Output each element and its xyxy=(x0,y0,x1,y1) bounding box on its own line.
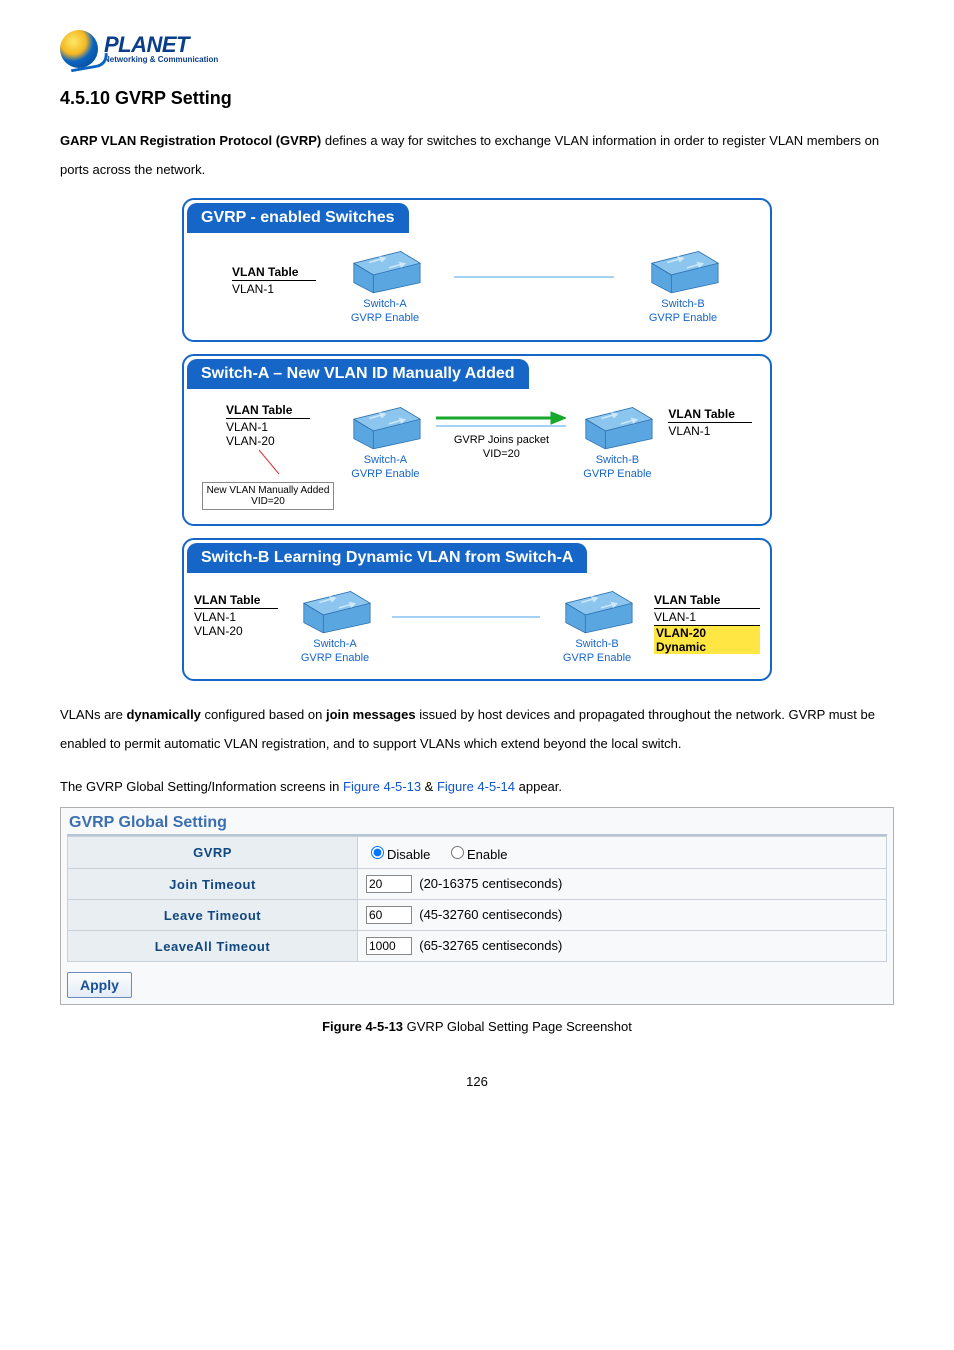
packet-arrow xyxy=(436,403,566,433)
vlan-table-header: VLAN Table xyxy=(226,403,310,419)
vlan-table-header: VLAN Table xyxy=(232,265,316,281)
fig-ref-2[interactable]: Figure 4-5-14 xyxy=(437,779,515,794)
join-hint: (20-16375 centiseconds) xyxy=(419,876,562,891)
vlan-dynamic-row: VLAN-20 Dynamic xyxy=(654,626,760,654)
vlan-row: VLAN-20 xyxy=(194,624,278,638)
link-line xyxy=(392,587,540,647)
vlan-table-header: VLAN Table xyxy=(654,593,760,609)
panel2-title: Switch-A – New VLAN ID Manually Added xyxy=(187,359,529,389)
panel2-right-table: VLAN Table VLAN-1 xyxy=(668,407,752,438)
panel3-left-table: VLAN Table VLAN-1 VLAN-20 xyxy=(194,593,278,638)
radio-enable[interactable] xyxy=(451,846,464,859)
paragraph-2: VLANs are dynamically configured based o… xyxy=(60,701,894,758)
row-leaveall-label: LeaveAll Timeout xyxy=(68,931,358,962)
vlan-table-header: VLAN Table xyxy=(668,407,752,423)
leaveall-hint: (65-32765 centiseconds) xyxy=(419,938,562,953)
red-pointer xyxy=(253,448,283,476)
row-gvrp-label: GVRP xyxy=(68,837,358,869)
link-line xyxy=(454,247,614,307)
gvrp-disable-option[interactable]: Disable xyxy=(366,847,430,862)
brand-name: PLANET xyxy=(104,34,218,56)
manual-add-note: New VLAN Manually Added VID=20 xyxy=(202,482,335,510)
packet-label-top: GVRP Joins packet xyxy=(454,434,549,446)
row-join-label: Join Timeout xyxy=(68,869,358,900)
radio-disable[interactable] xyxy=(371,846,384,859)
figure-caption: Figure 4-5-13 GVRP Global Setting Page S… xyxy=(60,1019,894,1034)
switch-name: Switch-A xyxy=(363,298,406,310)
panel1-left-table: VLAN Table VLAN-1 xyxy=(232,265,316,296)
gvrp-enable-option[interactable]: Enable xyxy=(446,847,507,862)
switch-icon xyxy=(346,403,424,451)
switch-icon xyxy=(558,587,636,635)
vlan-row: VLAN-1 xyxy=(226,420,310,434)
brand-tagline: Networking & Communication xyxy=(104,56,218,64)
diagram-panel-3: Switch-B Learning Dynamic VLAN from Swit… xyxy=(182,538,772,682)
switch-name: Switch-B xyxy=(661,298,704,310)
switch-name: Switch-B xyxy=(596,454,639,466)
vlan-row: VLAN-1 xyxy=(668,424,752,438)
switch-sub: GVRP Enable xyxy=(351,468,419,480)
switch-sub: GVRP Enable xyxy=(301,652,369,664)
panel2-left-table: VLAN Table VLAN-1 VLAN-20 xyxy=(226,403,310,448)
switch-b-col: Switch-B GVRP Enable xyxy=(578,403,656,482)
leave-hint: (45-32760 centiseconds) xyxy=(419,907,562,922)
join-timeout-input[interactable] xyxy=(366,875,412,893)
panel3-right-table: VLAN Table VLAN-1 VLAN-20 Dynamic xyxy=(654,593,760,654)
leave-timeout-input[interactable] xyxy=(366,906,412,924)
packet-label-bot: VID=20 xyxy=(483,448,520,460)
apply-button[interactable]: Apply xyxy=(67,972,132,998)
switch-icon xyxy=(296,587,374,635)
section-heading: 4.5.10 GVRP Setting xyxy=(60,88,894,109)
intro-paragraph: GARP VLAN Registration Protocol (GVRP) d… xyxy=(60,127,894,184)
switch-sub: GVRP Enable xyxy=(563,652,631,664)
vlan-table-header: VLAN Table xyxy=(194,593,278,609)
switch-sub: GVRP Enable xyxy=(351,312,419,324)
switch-name: Switch-A xyxy=(364,454,407,466)
diagram-panel-2: Switch-A – New VLAN ID Manually Added VL… xyxy=(182,354,772,526)
diagram-area: GVRP - enabled Switches VLAN Table VLAN-… xyxy=(60,198,894,681)
globe-icon xyxy=(60,30,98,68)
panel3-title: Switch-B Learning Dynamic VLAN from Swit… xyxy=(187,543,587,573)
switch-name: Switch-A xyxy=(313,638,356,650)
switch-b-col: Switch-B GVRP Enable xyxy=(644,247,722,326)
switch-a-col: Switch-A GVRP Enable xyxy=(346,247,424,326)
row-gvrp-value: Disable Enable xyxy=(358,837,887,869)
gvrp-settings-panel: GVRP Global Setting GVRP Disable Enable … xyxy=(60,807,894,1005)
switch-b-col: Switch-B GVRP Enable xyxy=(558,587,636,666)
vlan-row: VLAN-20 xyxy=(226,434,310,448)
vlan-row: VLAN-1 xyxy=(232,282,316,296)
vlan-row: VLAN-1 xyxy=(194,610,278,624)
brand-logo: PLANET Networking & Communication xyxy=(60,30,894,68)
diagram-panel-1: GVRP - enabled Switches VLAN Table VLAN-… xyxy=(182,198,772,342)
paragraph-3: The GVRP Global Setting/Information scre… xyxy=(60,773,894,802)
switch-a-col: Switch-A GVRP Enable xyxy=(346,403,424,482)
switch-icon xyxy=(346,247,424,295)
settings-table: GVRP Disable Enable Join Timeout (20-163… xyxy=(67,836,887,962)
switch-icon xyxy=(644,247,722,295)
row-leave-label: Leave Timeout xyxy=(68,900,358,931)
switch-name: Switch-B xyxy=(575,638,618,650)
switch-sub: GVRP Enable xyxy=(583,468,651,480)
switch-sub: GVRP Enable xyxy=(649,312,717,324)
intro-bold: GARP VLAN Registration Protocol (GVRP) xyxy=(60,133,321,148)
settings-title: GVRP Global Setting xyxy=(67,814,887,836)
switch-a-col: Switch-A GVRP Enable xyxy=(296,587,374,666)
switch-icon xyxy=(578,403,656,451)
panel1-title: GVRP - enabled Switches xyxy=(187,203,409,233)
fig-ref-1[interactable]: Figure 4-5-13 xyxy=(343,779,421,794)
leaveall-timeout-input[interactable] xyxy=(366,937,412,955)
vlan-row: VLAN-1 xyxy=(654,610,760,624)
page-number: 126 xyxy=(60,1074,894,1089)
